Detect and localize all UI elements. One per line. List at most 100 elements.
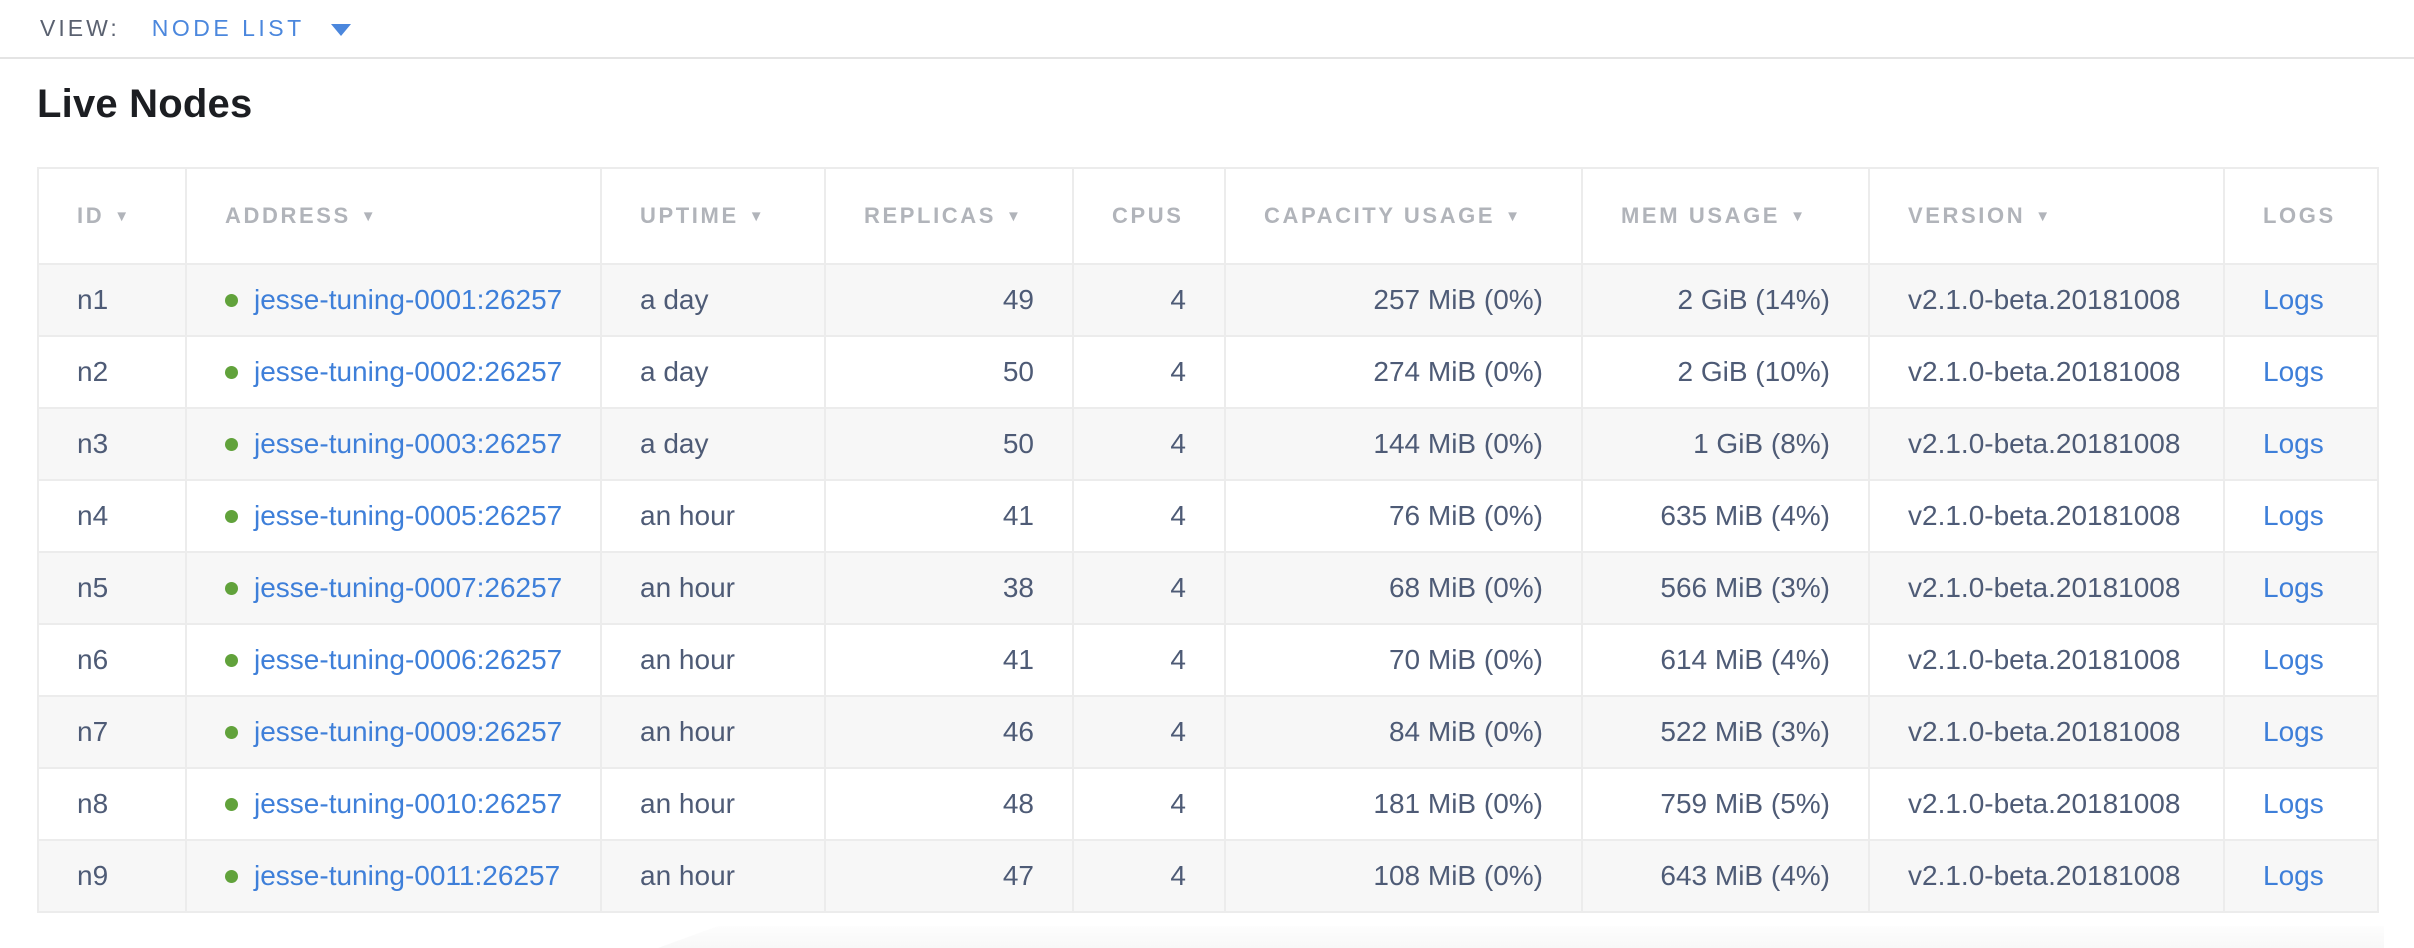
column-header-label: MEM USAGE — [1621, 203, 1780, 228]
capacity-usage-cell: 181 MiB (0%) — [1225, 768, 1582, 840]
table-row: n3 jesse-tuning-0003:26257 a day 50 4 14… — [38, 408, 2378, 480]
sort-desc-icon: ▼ — [1006, 208, 1021, 225]
column-header-address[interactable]: ADDRESS▼ — [186, 168, 601, 264]
live-status-dot-icon — [225, 510, 238, 523]
logs-link[interactable]: Logs — [2263, 356, 2324, 387]
table-row: n6 jesse-tuning-0006:26257 an hour 41 4 … — [38, 624, 2378, 696]
version-cell: v2.1.0-beta.20181008 — [1869, 624, 2224, 696]
mem-usage-cell: 2 GiB (14%) — [1582, 264, 1869, 336]
column-header-id[interactable]: ID▼ — [38, 168, 186, 264]
node-address-link[interactable]: jesse-tuning-0001:26257 — [254, 284, 562, 315]
sort-desc-icon: ▼ — [114, 208, 129, 225]
column-header-capacity-usage[interactable]: CAPACITY USAGE ▼ — [1225, 168, 1582, 264]
logs-link[interactable]: Logs — [2263, 716, 2324, 747]
column-header-mem-usage[interactable]: MEM USAGE▼ — [1582, 168, 1869, 264]
column-header-label: REPLICAS — [864, 203, 996, 228]
view-dropdown-value: NODE LIST — [152, 15, 305, 42]
table-row: n7 jesse-tuning-0009:26257 an hour 46 4 … — [38, 696, 2378, 768]
sort-desc-icon: ▼ — [2035, 208, 2050, 225]
logs-link[interactable]: Logs — [2263, 644, 2324, 675]
node-address-link[interactable]: jesse-tuning-0003:26257 — [254, 428, 562, 459]
uptime-cell: an hour — [601, 840, 825, 912]
mem-usage-cell: 643 MiB (4%) — [1582, 840, 1869, 912]
capacity-usage-cell: 76 MiB (0%) — [1225, 480, 1582, 552]
sort-desc-icon: ▼ — [1505, 208, 1520, 225]
node-address-cell: jesse-tuning-0002:26257 — [186, 336, 601, 408]
uptime-cell: an hour — [601, 552, 825, 624]
uptime-cell: an hour — [601, 768, 825, 840]
column-header-logs: LOGS — [2224, 168, 2378, 264]
replicas-cell: 48 — [825, 768, 1073, 840]
live-status-dot-icon — [225, 438, 238, 451]
node-address-link[interactable]: jesse-tuning-0009:26257 — [254, 716, 562, 747]
mem-usage-cell: 2 GiB (10%) — [1582, 336, 1869, 408]
live-status-dot-icon — [225, 870, 238, 883]
capacity-usage-cell: 274 MiB (0%) — [1225, 336, 1582, 408]
column-header-version[interactable]: VERSION ▼ — [1869, 168, 2224, 264]
node-address-link[interactable]: jesse-tuning-0006:26257 — [254, 644, 562, 675]
logs-link[interactable]: Logs — [2263, 860, 2324, 891]
node-address-link[interactable]: jesse-tuning-0007:26257 — [254, 572, 562, 603]
node-address-cell: jesse-tuning-0007:26257 — [186, 552, 601, 624]
capacity-usage-cell: 108 MiB (0%) — [1225, 840, 1582, 912]
node-address-link[interactable]: jesse-tuning-0010:26257 — [254, 788, 562, 819]
column-header-label: UPTIME — [640, 203, 739, 228]
node-address-link[interactable]: jesse-tuning-0002:26257 — [254, 356, 562, 387]
replicas-cell: 41 — [825, 624, 1073, 696]
logs-cell: Logs — [2224, 264, 2378, 336]
node-id-cell: n1 — [38, 264, 186, 336]
table-row: n5 jesse-tuning-0007:26257 an hour 38 4 … — [38, 552, 2378, 624]
logs-link[interactable]: Logs — [2263, 500, 2324, 531]
live-status-dot-icon — [225, 366, 238, 379]
view-selector-bar: VIEW: NODE LIST — [0, 0, 2414, 59]
capacity-usage-cell: 257 MiB (0%) — [1225, 264, 1582, 336]
logs-cell: Logs — [2224, 336, 2378, 408]
column-header-label: CPUS — [1112, 203, 1184, 228]
node-address-link[interactable]: jesse-tuning-0005:26257 — [254, 500, 562, 531]
logs-link[interactable]: Logs — [2263, 572, 2324, 603]
replicas-cell: 50 — [825, 408, 1073, 480]
capacity-usage-cell: 144 MiB (0%) — [1225, 408, 1582, 480]
replicas-cell: 41 — [825, 480, 1073, 552]
version-cell: v2.1.0-beta.20181008 — [1869, 264, 2224, 336]
uptime-cell: a day — [601, 336, 825, 408]
node-address-cell: jesse-tuning-0006:26257 — [186, 624, 601, 696]
cpus-cell: 4 — [1073, 408, 1225, 480]
table-row: n4 jesse-tuning-0005:26257 an hour 41 4 … — [38, 480, 2378, 552]
column-header-replicas[interactable]: REPLICAS ▼ — [825, 168, 1073, 264]
logs-link[interactable]: Logs — [2263, 284, 2324, 315]
logs-cell: Logs — [2224, 624, 2378, 696]
node-id-cell: n7 — [38, 696, 186, 768]
node-id-cell: n6 — [38, 624, 186, 696]
logs-link[interactable]: Logs — [2263, 428, 2324, 459]
replicas-cell: 47 — [825, 840, 1073, 912]
node-id-cell: n8 — [38, 768, 186, 840]
uptime-cell: an hour — [601, 696, 825, 768]
live-status-dot-icon — [225, 582, 238, 595]
table-row: n1 jesse-tuning-0001:26257 a day 49 4 25… — [38, 264, 2378, 336]
view-dropdown[interactable]: NODE LIST — [152, 15, 351, 42]
node-id-cell: n3 — [38, 408, 186, 480]
column-header-uptime[interactable]: UPTIME ▼ — [601, 168, 825, 264]
mem-usage-cell: 1 GiB (8%) — [1582, 408, 1869, 480]
version-cell: v2.1.0-beta.20181008 — [1869, 768, 2224, 840]
sort-desc-icon: ▼ — [749, 208, 764, 225]
logs-cell: Logs — [2224, 408, 2378, 480]
version-cell: v2.1.0-beta.20181008 — [1869, 696, 2224, 768]
cpus-cell: 4 — [1073, 768, 1225, 840]
node-address-link[interactable]: jesse-tuning-0011:26257 — [254, 860, 560, 891]
column-header-label: VERSION — [1908, 203, 2025, 228]
column-header-cpus: CPUS — [1073, 168, 1225, 264]
version-cell: v2.1.0-beta.20181008 — [1869, 552, 2224, 624]
logs-link[interactable]: Logs — [2263, 788, 2324, 819]
column-header-label: CAPACITY USAGE — [1264, 203, 1495, 228]
capacity-usage-cell: 70 MiB (0%) — [1225, 624, 1582, 696]
cpus-cell: 4 — [1073, 624, 1225, 696]
cpus-cell: 4 — [1073, 696, 1225, 768]
cpus-cell: 4 — [1073, 480, 1225, 552]
replicas-cell: 50 — [825, 336, 1073, 408]
logs-cell: Logs — [2224, 552, 2378, 624]
live-status-dot-icon — [225, 654, 238, 667]
uptime-cell: an hour — [601, 480, 825, 552]
view-label: VIEW: — [40, 15, 120, 42]
